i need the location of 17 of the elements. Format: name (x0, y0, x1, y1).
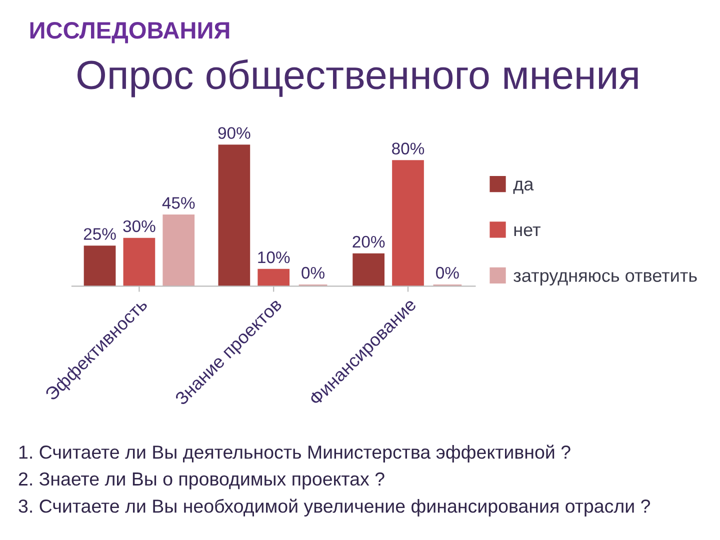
data-label: 25% (84, 228, 116, 240)
chart-title: Опрос общественного мнения (78, 59, 638, 98)
legend-label: затрудняюсь ответить (514, 272, 697, 286)
data-label: 20% (352, 236, 385, 248)
chart-subtitle: ИССЛЕДОВАНИЯ (30, 22, 230, 44)
data-label: 30% (123, 220, 156, 232)
text: 3. Считаете ли Вы необходимой увеличение финансирования отрасли ? (18, 498, 650, 517)
data-label: 45% (162, 197, 195, 209)
data-label: 0% (302, 266, 324, 279)
legend-label: нет (514, 226, 540, 236)
data-label: 80% (392, 142, 424, 154)
text: 2. Знаете ли Вы о проводимых проектах ? (18, 472, 384, 490)
data-label: 10% (258, 251, 290, 264)
data-label: 0% (436, 266, 459, 279)
legend-label: да (513, 180, 534, 194)
data-label: 90% (218, 127, 250, 139)
text: 1. Считаете ли Вы деятельность Министерства эффективной ? (19, 444, 570, 463)
